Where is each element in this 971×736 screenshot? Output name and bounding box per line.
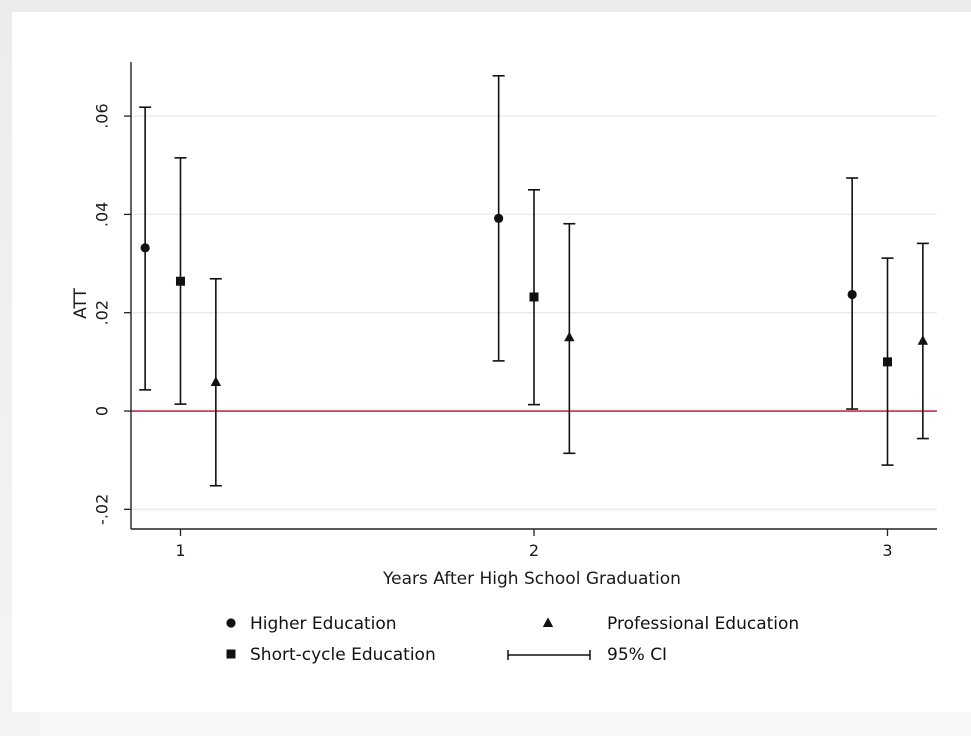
y-tick-label: .04	[93, 202, 112, 227]
point-square-1-0	[175, 276, 185, 286]
point-circle-0-2	[847, 289, 857, 300]
x-tick-label: 1	[175, 541, 185, 560]
y-axis-title: ATT	[71, 287, 91, 318]
legend-label: 95% CI	[607, 645, 667, 665]
footer-strip	[40, 712, 971, 736]
y-tick-label: .02	[93, 300, 112, 325]
chart-panel	[12, 12, 971, 712]
legend-marker-circle	[226, 618, 236, 628]
legend-label: Higher Education	[250, 614, 397, 634]
y-tick-label: -.02	[93, 494, 112, 525]
x-tick-label: 2	[529, 541, 539, 560]
point-triangle-2-2	[917, 335, 929, 345]
x-axis-title: Years After High School Graduation	[382, 569, 681, 589]
point-circle-0-0	[140, 243, 150, 253]
y-tick-label: .06	[93, 103, 112, 128]
x-tick-label: 3	[882, 541, 892, 560]
legend-label: Professional Education	[607, 614, 799, 634]
legend-marker-triangle	[542, 617, 554, 627]
legend-label: Short-cycle Education	[250, 645, 436, 665]
point-square-1-1	[529, 292, 539, 302]
point-square-1-2	[883, 357, 893, 367]
point-triangle-2-1	[564, 331, 575, 342]
point-circle-0-1	[494, 213, 504, 223]
legend-marker-square	[226, 649, 236, 659]
y-tick-label: 0	[93, 406, 112, 416]
point-triangle-2-0	[210, 376, 222, 387]
